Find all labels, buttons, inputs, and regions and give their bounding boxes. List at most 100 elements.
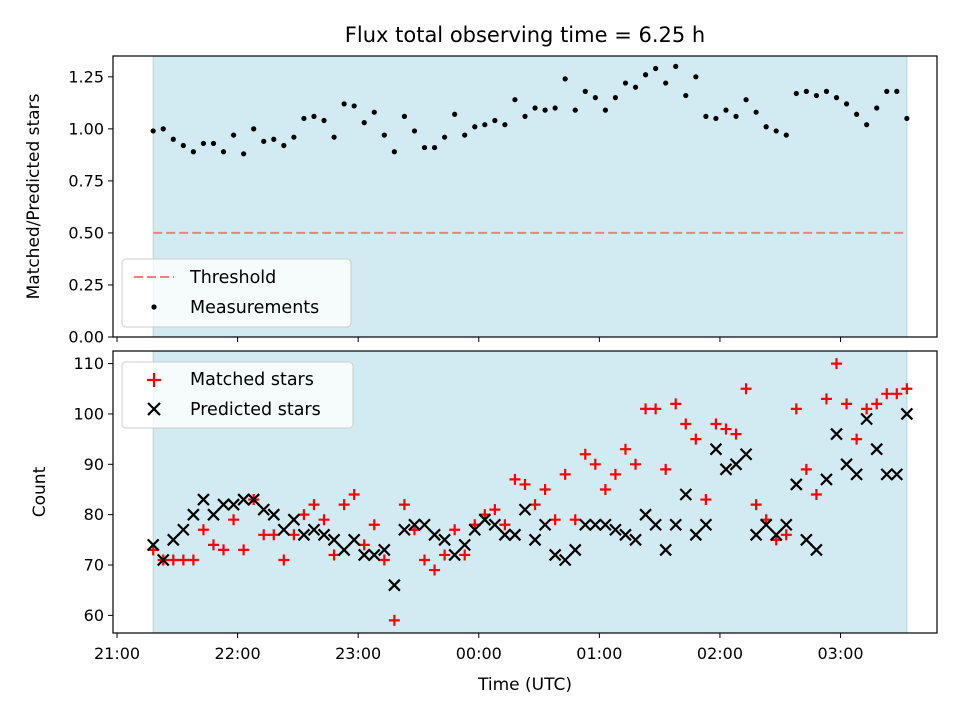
matched-star-point — [690, 433, 702, 445]
predicted-star-point — [619, 528, 632, 542]
predicted-star-point — [880, 468, 894, 481]
predicted-star-point — [719, 463, 733, 476]
predicted-star-point — [398, 523, 411, 537]
measurement-point — [833, 95, 840, 101]
measurement-point — [200, 140, 207, 147]
matched-star-point — [398, 499, 410, 511]
measurement-point — [301, 115, 307, 122]
matched-star-point — [861, 403, 873, 415]
measurement-point — [864, 122, 870, 128]
predicted-star-point — [759, 518, 773, 532]
measurement-point — [522, 113, 528, 119]
predicted-star-point — [247, 493, 260, 506]
matched-star-point — [218, 544, 230, 556]
matched-star-point — [609, 468, 621, 480]
predicted-star-point — [679, 488, 693, 501]
predicted-star-point — [729, 458, 743, 471]
matched-star-point — [197, 524, 209, 536]
chart-title: Flux total observing time = 6.25 h — [345, 23, 705, 47]
measurement-point — [693, 74, 699, 80]
matched-star-point — [509, 473, 521, 485]
predicted-star-point — [267, 508, 281, 521]
measurement-point — [281, 142, 287, 149]
ratio-y-axis-label: Matched/Predicted stars — [24, 93, 44, 299]
matched-star-point — [238, 544, 250, 556]
measurement-point — [361, 120, 367, 126]
matched-star-point — [318, 514, 330, 526]
predicted-star-point — [699, 518, 713, 532]
matched-star-point — [730, 428, 742, 440]
predicted-star-point — [307, 523, 321, 537]
measurement-point — [904, 115, 910, 122]
predicted-star-point — [709, 442, 723, 456]
matched-star-point — [459, 549, 471, 561]
predicted-star-point — [558, 553, 572, 567]
measurement-point — [220, 149, 227, 155]
x-tick-label: 00:00 — [456, 644, 502, 663]
measurement-point — [291, 134, 297, 140]
ratio-legend-box — [121, 258, 352, 328]
predicted-star-point — [870, 442, 883, 456]
count-x-ticks: 21:00 22:00 23:00 00:00 01:00 02:00 03:00 — [94, 633, 864, 663]
predicted-star-point — [327, 533, 341, 547]
matched-star-point — [519, 478, 531, 490]
matched-star-point — [529, 499, 541, 511]
x-tick-label: 23:00 — [335, 644, 381, 663]
measurement-point — [341, 101, 347, 107]
predicted-star-point — [820, 473, 833, 486]
predicted-star-point — [146, 538, 160, 552]
matched-stars-legend-label: Matched stars — [190, 370, 314, 390]
matched-star-point — [228, 514, 240, 526]
predicted-star-point — [347, 533, 361, 547]
matched-star-point — [670, 398, 682, 410]
y-tick-label: 1.25 — [68, 67, 104, 86]
matched-star-point — [368, 519, 380, 531]
predicted-star-point — [900, 407, 914, 421]
matched-star-point — [378, 554, 390, 566]
y-tick-label: 1.00 — [68, 119, 104, 138]
measurement-point — [602, 107, 608, 113]
measurement-point — [532, 105, 538, 111]
count-axes-frame — [112, 350, 938, 634]
measurement-point — [371, 109, 377, 115]
matched-star-point — [419, 554, 431, 566]
predicted-star-point — [187, 508, 200, 521]
measurement-point — [160, 126, 166, 132]
y-tick-label: 60 — [84, 606, 104, 625]
y-tick-label: 70 — [84, 556, 104, 575]
measurement-point — [452, 111, 458, 117]
predicted-star-point — [498, 528, 512, 542]
measurement-point — [462, 132, 468, 138]
predicted-star-point — [378, 543, 391, 557]
count-y-axis-label: Count — [30, 466, 50, 517]
predicted-star-point — [287, 513, 301, 526]
measurement-point — [673, 63, 679, 70]
matched-star-point — [579, 448, 591, 460]
time-x-axis-label: Time (UTC) — [477, 675, 572, 695]
predicted-star-point — [528, 533, 542, 547]
predicted-star-point — [589, 518, 602, 532]
measurement-point — [411, 128, 418, 134]
measurement-point — [552, 105, 558, 111]
y-tick-label: 80 — [84, 505, 104, 524]
predicted-star-point — [156, 553, 170, 567]
predicted-star-point — [850, 468, 863, 481]
measurement-point — [653, 65, 659, 72]
predicted-star-point — [649, 518, 662, 532]
predicted-star-point — [508, 528, 522, 542]
measurement-point — [271, 136, 277, 142]
predicted-star-point — [779, 518, 793, 532]
measurement-point — [572, 107, 578, 113]
measurement-point — [321, 117, 327, 124]
matched-star-point — [871, 398, 883, 410]
measurement-point — [713, 115, 719, 122]
measurement-point — [743, 97, 749, 103]
x-tick-label: 03:00 — [817, 644, 863, 663]
matched-star-point — [258, 529, 270, 541]
predicted-star-point — [257, 503, 271, 516]
ratio-x-ticks — [116, 337, 842, 342]
measurement-point — [733, 113, 739, 119]
measurements-series — [150, 63, 910, 157]
matched-stars-legend-swatch — [147, 373, 161, 387]
measurement-point — [482, 122, 488, 128]
